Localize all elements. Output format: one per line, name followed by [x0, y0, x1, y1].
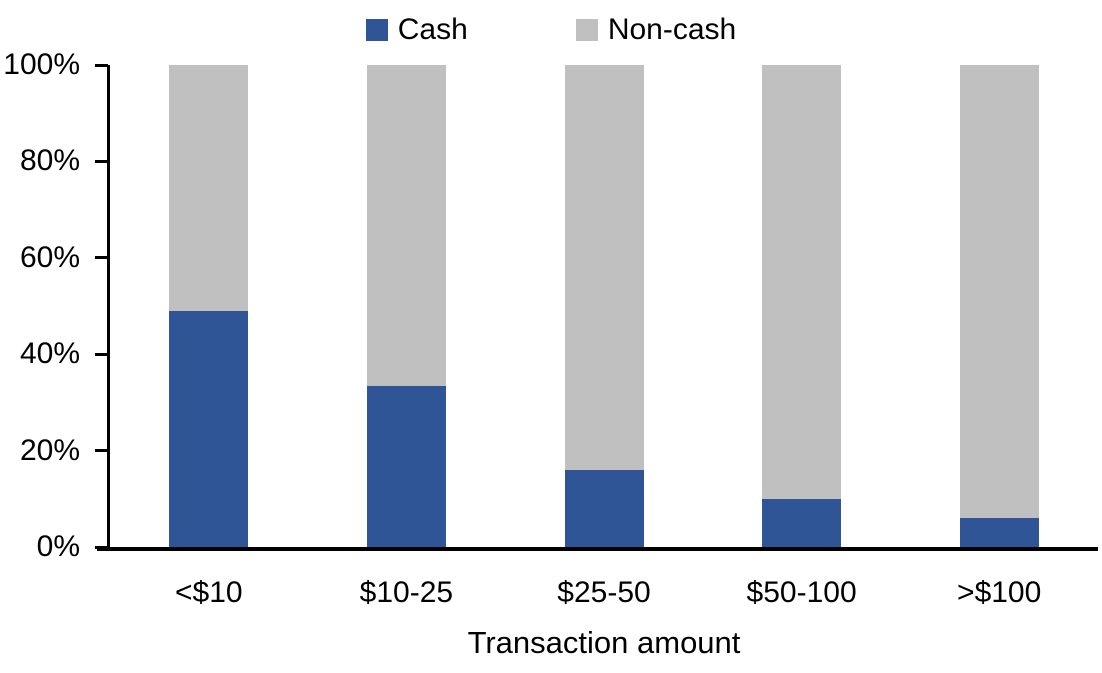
bar-segment-cash [959, 518, 1039, 547]
x-tick-label: $25-50 [557, 576, 651, 609]
bar-segment-cash [564, 469, 644, 547]
legend-item-noncash: Non-cash [575, 13, 737, 47]
y-axis-tick [95, 352, 108, 356]
y-tick-label: 60% [19, 240, 80, 274]
bar-segment-noncash [564, 65, 644, 470]
y-axis-tick [95, 256, 108, 260]
bar-column [564, 65, 644, 547]
x-tick-label: <$10 [175, 576, 243, 609]
legend-label-noncash: Non-cash [607, 13, 737, 46]
bar-segment-noncash [169, 65, 249, 311]
y-axis-tick [95, 545, 108, 549]
noncash-swatch-icon [575, 19, 598, 41]
bar-column [762, 65, 842, 547]
plot-area [95, 63, 1098, 551]
bar-segment-cash [366, 385, 446, 547]
cash-swatch-icon [365, 19, 388, 41]
bar-column [366, 65, 446, 547]
bar-column [169, 65, 249, 547]
bar-segment-cash [169, 310, 249, 547]
chart-legend: Cash Non-cash [0, 13, 1102, 47]
bar-column [959, 65, 1039, 547]
y-axis-line [107, 65, 110, 549]
y-tick-label: 0% [36, 530, 80, 563]
bar-segment-noncash [762, 65, 842, 499]
bar-segment-noncash [366, 65, 446, 386]
y-tick-label: 100% [3, 48, 80, 81]
y-tick-label: 40% [19, 337, 80, 371]
y-tick-label: 80% [19, 144, 80, 178]
bar-segment-cash [762, 498, 842, 547]
bar-segment-noncash [959, 65, 1039, 519]
y-axis-tick [95, 63, 108, 67]
y-axis-tick [95, 449, 108, 453]
x-tick-label: >$100 [957, 576, 1042, 609]
x-tick-label: $10-25 [359, 576, 454, 609]
legend-item-cash: Cash [365, 13, 468, 47]
y-tick-label: 20% [19, 433, 80, 467]
legend-label-cash: Cash [397, 13, 468, 46]
x-axis-line [97, 547, 1098, 551]
x-tick-label: $50-100 [746, 576, 857, 609]
x-axis-title: Transaction amount [467, 625, 741, 660]
y-axis-tick [95, 159, 108, 163]
